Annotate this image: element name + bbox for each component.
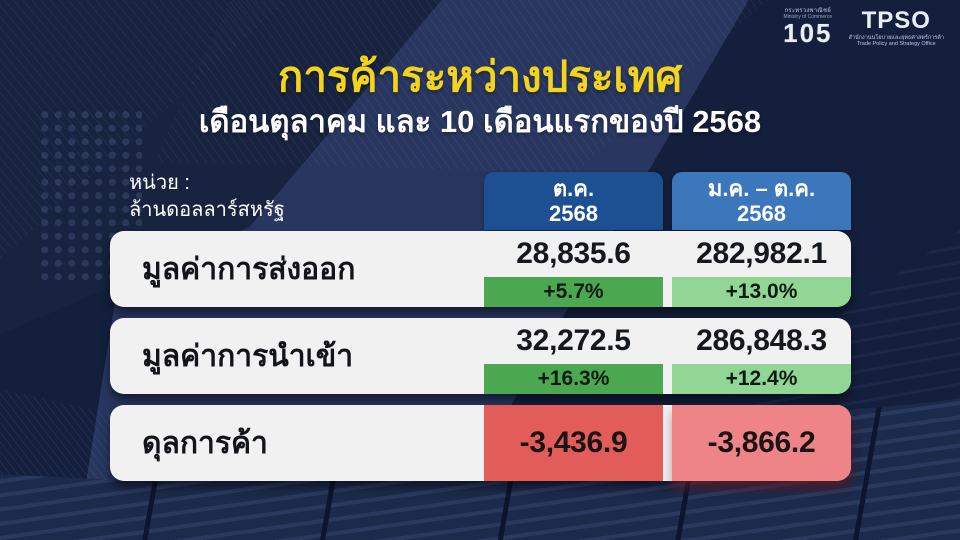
ministry-105-anniversary-logo: กระทรวงพาณิชย์ Ministry of Commerce 105 xyxy=(783,8,832,47)
change-badge-exports-jan-oct: +13.0% xyxy=(672,277,851,307)
unit-label-line2: ล้านดอลลาร์สหรัฐ xyxy=(129,199,285,221)
table-row-export-value: มูลค่าการส่งออก 28,835.6 +5.7% 282,982.1… xyxy=(110,231,851,307)
tpso-name-thai: สำนักงานนโยบายและยุทธศาสตร์การค้า xyxy=(848,34,945,41)
tpso-name-eng: Trade Policy and Strategy Office xyxy=(856,41,936,48)
page-subtitle: เดือนตุลาคม และ 10 เดือนแรกของปี 2568 xyxy=(198,104,762,139)
value-imports-oct: 32,272.5 xyxy=(516,324,631,357)
unit-label-line1: หน่วย : xyxy=(129,172,190,194)
logo-area: กระทรวงพาณิชย์ Ministry of Commerce 105 … xyxy=(783,7,945,48)
change-badge-imports-jan-oct: +12.4% xyxy=(672,364,851,394)
row-label-trade-balance: ดุลการค้า xyxy=(142,426,268,460)
value-exports-jan-oct: 282,982.1 xyxy=(696,237,827,270)
column-header-oct-2568: ต.ค. 2568 xyxy=(484,172,663,230)
tpso-logo: TPSO สำนักงานนโยบายและยุทธศาสตร์การค้า T… xyxy=(848,7,945,48)
column-header-period: ม.ค. – ต.ค. xyxy=(707,175,816,201)
value-imports-jan-oct: 286,848.3 xyxy=(696,324,827,357)
value-exports-oct: 28,835.6 xyxy=(516,237,631,270)
column-header-year: 2568 xyxy=(737,201,786,226)
change-badge-exports-oct: +5.7% xyxy=(484,277,663,307)
column-header-year: 2568 xyxy=(549,201,598,226)
table-row-import-value: มูลค่าการนำเข้า 32,272.5 +16.3% 286,848.… xyxy=(110,318,851,394)
cell-imports-oct: 32,272.5 +16.3% xyxy=(484,318,663,394)
tpso-acronym: TPSO xyxy=(861,7,931,35)
column-header-jan-oct-2568: ม.ค. – ต.ค. 2568 xyxy=(672,172,851,230)
cell-balance-jan-oct: -3,866.2 xyxy=(672,405,851,481)
anniversary-number: 105 xyxy=(783,18,833,49)
unit-label: หน่วย : ล้านดอลลาร์สหรัฐ xyxy=(129,170,285,224)
cell-balance-oct: -3,436.9 xyxy=(484,405,663,481)
row-label-imports: มูลค่าการนำเข้า xyxy=(142,339,354,373)
row-label-exports: มูลค่าการส่งออก xyxy=(142,252,356,286)
cell-exports-oct: 28,835.6 +5.7% xyxy=(484,231,663,307)
ministry-name-thai: กระทรวงพาณิชย์ xyxy=(784,8,832,14)
cell-exports-jan-oct: 282,982.1 +13.0% xyxy=(672,231,851,307)
change-badge-imports-oct: +16.3% xyxy=(484,364,663,394)
page-title: การค้าระหว่างประเทศ xyxy=(277,53,683,100)
cell-imports-jan-oct: 286,848.3 +12.4% xyxy=(672,318,851,394)
column-header-period: ต.ค. xyxy=(552,175,595,201)
table-row-trade-balance: ดุลการค้า -3,436.9 -3,866.2 xyxy=(110,405,851,481)
ministry-name-eng: Ministry of Commerce xyxy=(783,13,833,20)
